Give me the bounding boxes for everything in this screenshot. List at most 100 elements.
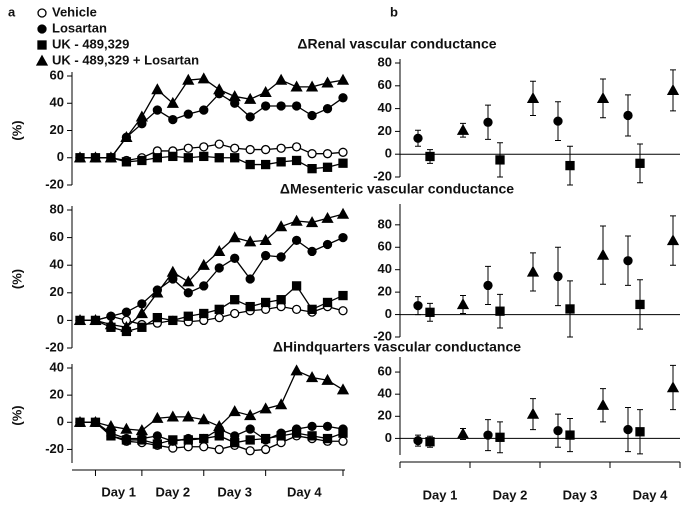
y-tick-label: 0 [385, 146, 392, 161]
marker [456, 427, 470, 439]
marker [230, 253, 240, 263]
marker [276, 143, 286, 153]
marker [307, 246, 317, 257]
y-tick-label: -20 [373, 328, 392, 343]
marker [230, 143, 240, 153]
marker [276, 252, 286, 262]
marker [666, 381, 680, 393]
x-tick-label: Day 1 [423, 487, 458, 502]
marker [425, 307, 435, 317]
marker [635, 158, 645, 168]
marker [183, 435, 193, 445]
marker [291, 235, 302, 246]
marker [199, 308, 209, 319]
marker [413, 435, 423, 446]
y-tick-label: -20 [373, 168, 392, 183]
marker [307, 149, 317, 159]
marker [104, 420, 118, 432]
marker [168, 114, 178, 125]
y-tick-label: 80 [50, 201, 64, 216]
marker [276, 295, 286, 305]
marker [260, 433, 271, 444]
marker [197, 413, 210, 425]
x-tick-label: Day 3 [563, 487, 598, 502]
marker [73, 151, 87, 163]
marker [259, 86, 272, 97]
marker [151, 286, 164, 298]
y-tick-label: 0 [57, 149, 64, 164]
marker [121, 435, 132, 445]
series-line [80, 237, 344, 322]
marker [338, 93, 348, 103]
marker [137, 435, 147, 445]
y-tick-label: 40 [378, 261, 392, 276]
marker [168, 151, 178, 162]
marker [37, 8, 47, 18]
y-tick-label: 0 [385, 306, 392, 321]
marker [291, 101, 302, 111]
y-tick-label: 20 [378, 284, 392, 299]
marker [338, 428, 348, 438]
marker [230, 295, 240, 305]
marker [259, 402, 272, 414]
marker [336, 207, 350, 219]
marker [183, 109, 193, 119]
marker [553, 116, 563, 126]
marker [89, 415, 102, 427]
marker [197, 258, 210, 270]
marker [214, 153, 224, 163]
y-tick-label: 0 [57, 414, 64, 429]
marker [305, 80, 319, 92]
marker [483, 117, 493, 127]
marker [213, 245, 226, 257]
marker [73, 415, 87, 427]
marker [307, 304, 317, 315]
marker [245, 144, 255, 155]
marker [89, 314, 102, 326]
marker [166, 96, 179, 108]
marker [322, 149, 333, 159]
marker [321, 373, 334, 385]
marker [120, 130, 133, 142]
marker [183, 288, 193, 298]
marker [214, 139, 224, 149]
marker [199, 105, 209, 115]
marker [307, 431, 317, 441]
marker [322, 104, 333, 114]
marker [322, 421, 333, 432]
y-tick-label: 0 [57, 312, 64, 327]
series-line [80, 155, 344, 170]
marker [245, 301, 255, 312]
marker [260, 250, 271, 261]
marker [526, 265, 540, 277]
y-tick-label: 20 [50, 122, 64, 137]
legend-label: UK - 489,329 + Losartan [52, 52, 199, 67]
marker [214, 444, 224, 455]
marker [565, 160, 575, 171]
marker [275, 73, 288, 85]
y-tick-label: 60 [378, 363, 392, 378]
marker [228, 90, 241, 102]
marker [37, 40, 47, 50]
marker [276, 101, 286, 111]
marker [182, 275, 195, 287]
y-tick-label: 40 [50, 359, 64, 374]
marker [623, 256, 633, 266]
marker [152, 153, 163, 163]
marker [199, 433, 209, 444]
x-tick-label: Day 1 [101, 484, 136, 499]
series-line [80, 369, 344, 432]
x-tick-label: Day 2 [155, 484, 190, 499]
marker [495, 155, 505, 165]
marker [214, 312, 224, 323]
marker [321, 211, 334, 223]
y-tick-label: -20 [45, 441, 64, 456]
marker [121, 307, 132, 317]
marker [228, 231, 241, 243]
marker [526, 407, 540, 419]
y-tick-label: 0 [385, 430, 392, 445]
y-tick-label: 40 [378, 100, 392, 115]
marker [290, 214, 303, 226]
marker [413, 300, 423, 311]
marker [291, 428, 302, 438]
